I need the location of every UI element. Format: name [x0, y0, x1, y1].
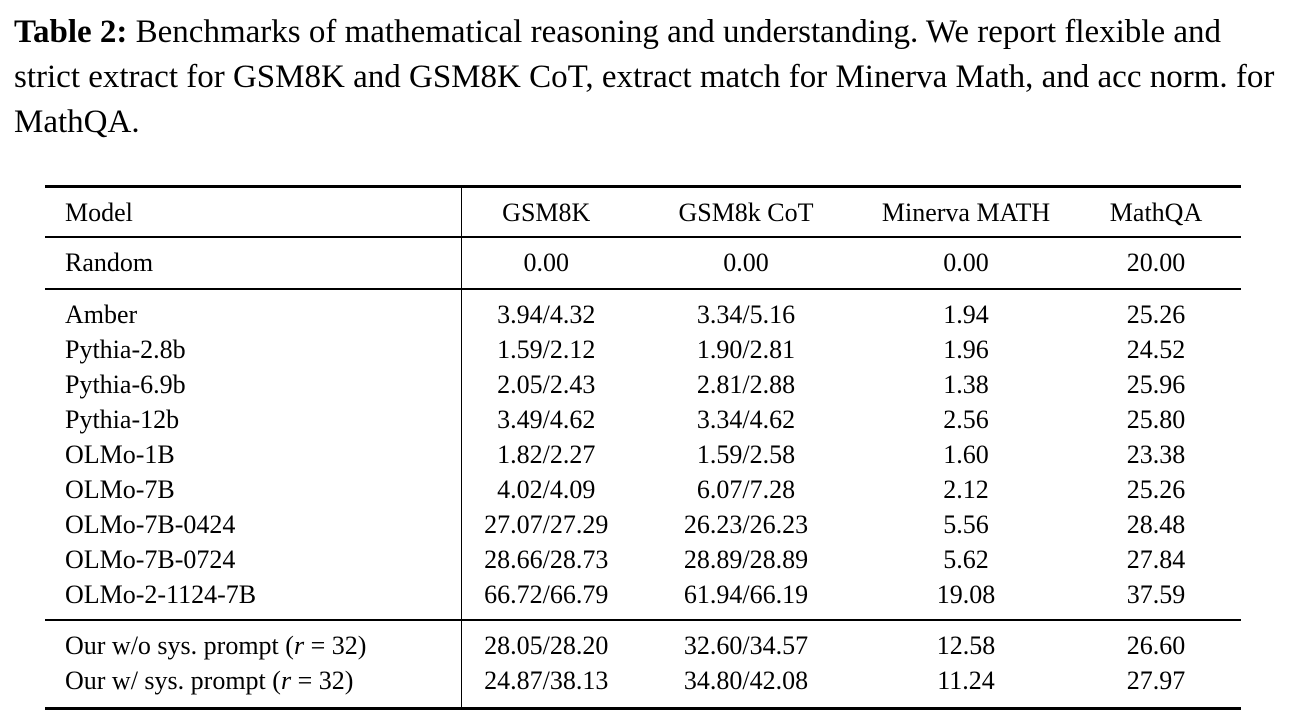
- minerva-math-cell: 1.94: [943, 300, 989, 329]
- model-name-cell: OLMo-7B: [65, 475, 175, 504]
- model-name-cell: OLMo-2-1124-7B: [65, 580, 257, 609]
- column-header-minerva-math: Minerva MATH: [881, 198, 1051, 227]
- gsm8k-cot-cell: 26.23/26.23: [683, 510, 809, 539]
- mathqa-cell: 25.80: [1126, 405, 1186, 434]
- gsm8k-cell: 27.07/27.29: [460, 507, 631, 542]
- mathqa-cell: 25.96: [1126, 370, 1186, 399]
- label-text: = 32): [291, 666, 354, 695]
- gsm8k-cell: 0.00: [460, 237, 631, 289]
- mathqa-cell: 23.38: [1126, 440, 1186, 469]
- table-caption: Table 2: Benchmarks of mathematical reas…: [14, 10, 1280, 145]
- gsm8k-cell: 1.82/2.27: [460, 437, 631, 472]
- minerva-math-cell: 12.58: [936, 631, 996, 660]
- model-name-cell: Pythia-12b: [65, 405, 180, 434]
- math-var-r: r: [280, 666, 292, 695]
- gsm8k-cell: 1.59/2.12: [460, 332, 631, 367]
- label-text: Our w/o sys. prompt (: [65, 631, 294, 660]
- gsm8k-cell: 2.05/2.43: [460, 367, 631, 402]
- table-row-ours: Our w/ sys. prompt (r = 32) 24.87/38.13 …: [45, 663, 1241, 709]
- mathqa-cell: 25.26: [1126, 475, 1186, 504]
- table-row: Pythia-12b 3.49/4.62 3.34/4.62 2.56 25.8…: [45, 402, 1241, 437]
- model-name-cell: Our w/o sys. prompt (r = 32): [45, 620, 461, 663]
- gsm8k-cot-cell: 0.00: [723, 248, 769, 277]
- column-header-mathqa: MathQA: [1109, 198, 1203, 227]
- math-var-r: r: [293, 631, 305, 660]
- table-row: Amber 3.94/4.32 3.34/5.16 1.94 25.26: [45, 289, 1241, 332]
- table-row: OLMo-7B-0724 28.66/28.73 28.89/28.89 5.6…: [45, 542, 1241, 577]
- mathqa-cell: 37.59: [1126, 580, 1186, 609]
- label-text: = 32): [304, 631, 367, 660]
- table-row: OLMo-2-1124-7B 66.72/66.79 61.94/66.19 1…: [45, 577, 1241, 620]
- minerva-math-cell: 0.00: [943, 248, 989, 277]
- table-caption-text: Benchmarks of mathematical reasoning and…: [14, 14, 1275, 140]
- minerva-math-cell: 2.12: [943, 475, 989, 504]
- mathqa-cell: 27.97: [1126, 666, 1186, 695]
- gsm8k-cot-cell: 1.90/2.81: [696, 335, 796, 364]
- table-row-random: Random 0.00 0.00 0.00 20.00: [45, 237, 1241, 289]
- mathqa-cell: 25.26: [1126, 300, 1186, 329]
- gsm8k-cot-cell: 2.81/2.88: [696, 370, 796, 399]
- table-row: OLMo-7B-0424 27.07/27.29 26.23/26.23 5.5…: [45, 507, 1241, 542]
- gsm8k-cot-cell: 32.60/34.57: [683, 631, 809, 660]
- minerva-math-cell: 5.56: [943, 510, 989, 539]
- minerva-math-cell: 19.08: [936, 580, 996, 609]
- minerva-math-cell: 1.38: [943, 370, 989, 399]
- gsm8k-cell: 4.02/4.09: [460, 472, 631, 507]
- minerva-math-cell: 2.56: [943, 405, 989, 434]
- gsm8k-cot-cell: 3.34/4.62: [696, 405, 796, 434]
- column-header-model: Model: [65, 198, 133, 227]
- mathqa-cell: 28.48: [1126, 510, 1186, 539]
- benchmark-table: Model GSM8K GSM8k CoT Minerva MATH MathQ…: [45, 185, 1241, 710]
- gsm8k-cell: 3.94/4.32: [460, 289, 631, 332]
- mathqa-cell: 20.00: [1126, 248, 1186, 277]
- gsm8k-cot-cell: 6.07/7.28: [696, 475, 796, 504]
- gsm8k-cell: 66.72/66.79: [460, 577, 631, 620]
- table-row: OLMo-1B 1.82/2.27 1.59/2.58 1.60 23.38: [45, 437, 1241, 472]
- model-name-cell: Random: [65, 248, 154, 277]
- column-header-gsm8k: GSM8K: [460, 186, 631, 237]
- minerva-math-cell: 5.62: [943, 545, 989, 574]
- model-name-cell: OLMo-1B: [65, 440, 175, 469]
- gsm8k-cot-cell: 28.89/28.89: [683, 545, 809, 574]
- mathqa-cell: 24.52: [1126, 335, 1186, 364]
- model-name-cell: OLMo-7B-0724: [65, 545, 236, 574]
- benchmark-table-container: Model GSM8K GSM8k CoT Minerva MATH MathQ…: [45, 185, 1292, 710]
- model-name-cell: Pythia-2.8b: [65, 335, 186, 364]
- gsm8k-cell: 3.49/4.62: [460, 402, 631, 437]
- table-caption-label: Table 2:: [14, 14, 128, 50]
- gsm8k-cot-cell: 34.80/42.08: [683, 666, 809, 695]
- model-name-cell: Our w/ sys. prompt (r = 32): [45, 663, 461, 709]
- gsm8k-cot-cell: 3.34/5.16: [696, 300, 796, 329]
- gsm8k-cell: 28.05/28.20: [460, 620, 631, 663]
- model-name-cell: OLMo-7B-0424: [65, 510, 236, 539]
- mathqa-cell: 26.60: [1126, 631, 1186, 660]
- header-row: Model GSM8K GSM8k CoT Minerva MATH MathQ…: [45, 186, 1241, 237]
- minerva-math-cell: 11.24: [937, 666, 995, 695]
- table-row: Pythia-2.8b 1.59/2.12 1.90/2.81 1.96 24.…: [45, 332, 1241, 367]
- mathqa-cell: 27.84: [1126, 545, 1186, 574]
- table-row-ours: Our w/o sys. prompt (r = 32) 28.05/28.20…: [45, 620, 1241, 663]
- gsm8k-cell: 24.87/38.13: [460, 663, 631, 709]
- table-row: Pythia-6.9b 2.05/2.43 2.81/2.88 1.38 25.…: [45, 367, 1241, 402]
- minerva-math-cell: 1.96: [943, 335, 989, 364]
- gsm8k-cot-cell: 61.94/66.19: [683, 580, 809, 609]
- table-row: OLMo-7B 4.02/4.09 6.07/7.28 2.12 25.26: [45, 472, 1241, 507]
- model-name-cell: Pythia-6.9b: [65, 370, 186, 399]
- minerva-math-cell: 1.60: [943, 440, 989, 469]
- column-header-gsm8k-cot: GSM8k CoT: [678, 198, 814, 227]
- label-text: Our w/ sys. prompt (: [65, 666, 281, 695]
- model-name-cell: Amber: [65, 300, 138, 329]
- gsm8k-cot-cell: 1.59/2.58: [696, 440, 796, 469]
- gsm8k-cell: 28.66/28.73: [460, 542, 631, 577]
